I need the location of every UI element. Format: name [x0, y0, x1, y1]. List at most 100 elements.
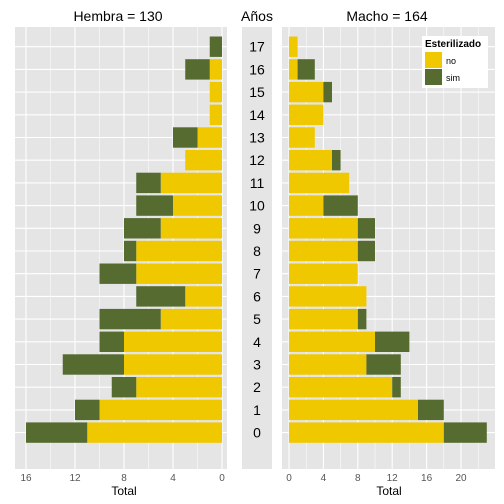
legend: Esterilizado no sim — [422, 36, 488, 88]
right-bar-no-age-12 — [289, 150, 332, 171]
right-bar-sim-age-9 — [357, 218, 375, 239]
right-bar-no-age-1 — [289, 399, 418, 421]
right-bar-sim-age-16 — [297, 59, 315, 80]
left-bar-sim-age-1 — [75, 399, 100, 421]
right-tick-label: 8 — [355, 473, 361, 484]
right-tick-label: 20 — [455, 473, 467, 484]
left-bar-no-age-10 — [173, 195, 222, 216]
left-bar-no-age-11 — [160, 172, 222, 194]
right-panel-title: Macho = 164 — [346, 8, 428, 24]
left-bar-no-age-2 — [136, 377, 222, 398]
age-label-6: 6 — [253, 288, 261, 304]
left-bar-no-age-1 — [99, 399, 222, 421]
right-bar-no-age-4 — [289, 331, 375, 352]
age-label-16: 16 — [249, 61, 265, 77]
right-bar-no-age-0 — [289, 422, 444, 443]
left-tick-label: 4 — [170, 473, 176, 484]
left-bar-no-age-14 — [209, 104, 222, 125]
legend-title: Esterilizado — [425, 39, 481, 50]
right-x-axis-label: Total — [376, 484, 401, 498]
left-bar-no-age-5 — [160, 308, 222, 330]
left-bar-sim-age-5 — [99, 308, 161, 330]
left-panel-title: Hembra = 130 — [73, 8, 162, 24]
age-label-2: 2 — [253, 379, 261, 395]
left-bar-sim-age-13 — [173, 127, 198, 148]
left-bar-sim-age-8 — [124, 240, 137, 262]
right-tick-label: 16 — [421, 473, 433, 484]
right-bar-no-age-9 — [289, 218, 358, 239]
left-tick-label: 16 — [20, 473, 32, 484]
left-bar-no-age-15 — [209, 81, 222, 103]
right-bar-no-age-8 — [289, 240, 358, 262]
right-bar-no-age-13 — [289, 127, 315, 148]
right-tick-label: 4 — [321, 473, 327, 484]
age-label-0: 0 — [253, 425, 261, 441]
right-bar-no-age-5 — [289, 308, 358, 330]
left-bars — [26, 36, 222, 443]
left-bar-no-age-0 — [87, 422, 222, 443]
left-tick-label: 12 — [69, 473, 81, 484]
age-panel-background — [242, 27, 272, 469]
left-bar-sim-age-9 — [124, 218, 161, 239]
age-label-5: 5 — [253, 311, 261, 327]
age-label-17: 17 — [249, 39, 265, 55]
right-bar-no-age-15 — [289, 81, 324, 103]
right-bar-sim-age-3 — [366, 354, 401, 375]
left-bar-sim-age-11 — [136, 172, 161, 194]
right-bar-sim-age-8 — [357, 240, 375, 262]
left-tick-labels: 16 12 8 4 0 — [20, 473, 225, 484]
legend-swatch-no — [425, 52, 442, 68]
age-label-7: 7 — [253, 266, 261, 282]
right-bar-sim-age-15 — [323, 81, 332, 103]
right-bar-no-age-7 — [289, 263, 358, 284]
right-bar-no-age-14 — [289, 104, 324, 125]
left-bar-no-age-13 — [197, 127, 222, 148]
left-bar-no-age-7 — [136, 263, 222, 284]
legend-label-sim: sim — [446, 73, 460, 83]
right-tick-label: 0 — [286, 473, 292, 484]
age-label-3: 3 — [253, 357, 261, 373]
age-label-9: 9 — [253, 220, 261, 236]
right-bar-no-age-3 — [289, 354, 367, 375]
right-tick-label: 12 — [387, 473, 399, 484]
left-tick-label: 0 — [219, 473, 225, 484]
right-tick-labels: 0 4 8 12 16 20 — [286, 473, 467, 484]
right-bar-no-age-16 — [289, 59, 298, 80]
left-bar-no-age-16 — [209, 59, 222, 80]
left-bar-no-age-12 — [185, 150, 222, 171]
right-bar-no-age-11 — [289, 172, 350, 194]
left-bar-no-age-9 — [160, 218, 222, 239]
age-label-13: 13 — [249, 130, 265, 146]
right-bar-sim-age-4 — [375, 331, 410, 352]
right-bars — [289, 36, 487, 443]
right-bar-no-age-2 — [289, 377, 393, 398]
age-label-15: 15 — [249, 84, 265, 100]
left-tick-label: 8 — [121, 473, 127, 484]
left-bar-no-age-6 — [185, 286, 222, 307]
right-bar-sim-age-12 — [332, 150, 341, 171]
age-label-11: 11 — [250, 175, 265, 191]
left-bar-sim-age-6 — [136, 286, 186, 307]
left-bar-sim-age-4 — [99, 331, 124, 352]
left-bar-sim-age-10 — [136, 195, 173, 216]
legend-label-no: no — [446, 56, 456, 66]
legend-swatch-sim — [425, 69, 442, 85]
left-bar-no-age-3 — [124, 354, 222, 375]
left-x-axis-label: Total — [111, 484, 136, 498]
right-bar-sim-age-5 — [357, 308, 367, 330]
left-bar-sim-age-17 — [209, 36, 222, 57]
age-label-8: 8 — [253, 243, 261, 259]
age-axis-title: Años — [241, 8, 273, 24]
right-bar-no-age-17 — [289, 36, 298, 57]
left-bar-sim-age-7 — [99, 263, 137, 284]
right-bar-no-age-6 — [289, 286, 367, 307]
right-bar-sim-age-0 — [443, 422, 487, 443]
left-bar-sim-age-16 — [185, 59, 210, 80]
age-label-14: 14 — [249, 107, 265, 123]
left-bar-sim-age-3 — [62, 354, 124, 375]
left-bar-no-age-8 — [136, 240, 222, 262]
right-bar-sim-age-10 — [323, 195, 358, 216]
right-bar-sim-age-2 — [392, 377, 401, 398]
